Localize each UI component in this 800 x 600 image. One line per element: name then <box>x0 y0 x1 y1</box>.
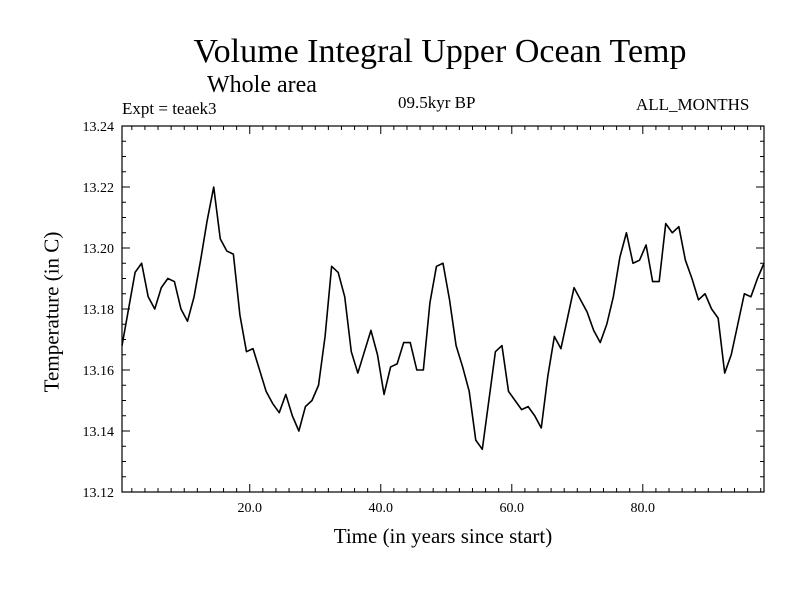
y-tick-label: 13.12 <box>83 486 115 501</box>
x-tick-label: 80.0 <box>631 501 656 516</box>
months-label: ALL_MONTHS <box>636 95 750 114</box>
y-tick-label: 13.22 <box>83 181 115 196</box>
temperature-series-line <box>121 186 765 451</box>
experiment-label: Expt = teaek3 <box>122 99 217 118</box>
y-tick-label: 13.20 <box>83 242 115 257</box>
x-tick-label: 20.0 <box>237 501 262 516</box>
y-axis-label: Temperature (in C) <box>39 231 64 393</box>
x-tick-label: 40.0 <box>369 501 394 516</box>
y-tick-label: 13.16 <box>83 364 115 379</box>
y-tick-label: 13.24 <box>83 120 115 135</box>
y-tick-label: 13.18 <box>83 303 115 318</box>
chart-subtitle: Whole area <box>207 72 317 98</box>
period-label: 09.5kyr BP <box>398 93 476 112</box>
y-tick-label: 13.14 <box>83 425 115 440</box>
x-tick-label: 60.0 <box>500 501 525 516</box>
chart-title: Volume Integral Upper Ocean Temp <box>193 33 687 70</box>
plot-frame <box>121 125 765 493</box>
tick-marks <box>122 125 764 493</box>
tick-labels: 20.0 40.0 60.0 80.0 13.12 13.14 13.16 13.18 13.2… <box>83 120 656 516</box>
x-axis-label: Time (in years since start) <box>333 524 553 548</box>
